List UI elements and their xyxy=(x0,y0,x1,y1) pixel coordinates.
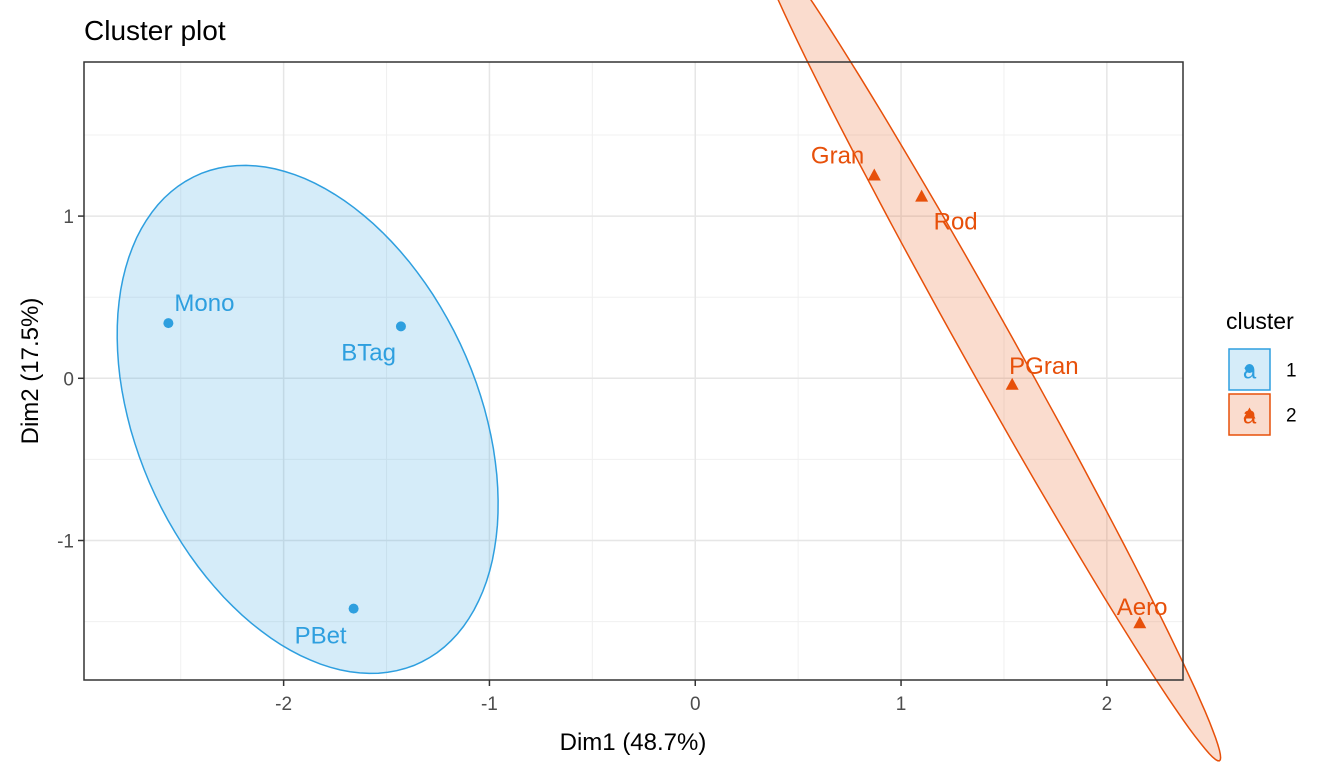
y-axis-ticks: -1 0 1 xyxy=(57,207,84,553)
legend-keys: a 1a 2 xyxy=(1228,348,1297,436)
chart-title: Cluster plot xyxy=(84,15,226,46)
legend-label: 2 xyxy=(1286,406,1297,427)
x-tick-label: -2 xyxy=(275,694,292,715)
point-label-btag: BTag xyxy=(341,339,396,366)
legend-swatch xyxy=(1228,348,1271,391)
legend-label: 1 xyxy=(1286,361,1297,382)
cluster-ellipses xyxy=(116,0,1222,762)
x-tick-label: -1 xyxy=(481,694,498,715)
x-axis-ticks: -2 -1 0 1 2 xyxy=(275,680,1112,715)
x-axis-title: Dim1 (48.7%) xyxy=(560,729,707,756)
legend-title: cluster xyxy=(1226,308,1294,334)
point-label-rod: Rod xyxy=(934,209,978,236)
point-label-mono: Mono xyxy=(174,290,234,317)
point-labels: Mono BTag PBet Gran Rod PGran Aero xyxy=(174,143,1167,650)
legend-triangle-glyph xyxy=(1243,407,1256,419)
point-label-aero: Aero xyxy=(1117,594,1168,621)
data-points xyxy=(163,168,1147,629)
data-point-gran xyxy=(867,168,881,181)
plot-panel-border xyxy=(83,61,1184,681)
x-tick-label: 0 xyxy=(690,694,701,715)
data-point-btag xyxy=(395,321,406,332)
grid-minor xyxy=(84,62,1183,680)
data-point-rod xyxy=(915,189,929,202)
data-point-pgran xyxy=(1005,377,1019,390)
x-tick-label: 2 xyxy=(1102,694,1113,715)
cluster-1-ellipse xyxy=(116,164,499,675)
legend-circle-glyph xyxy=(1245,364,1254,373)
y-axis-title: Dim2 (17.5%) xyxy=(17,298,44,445)
y-tick-label: -1 xyxy=(57,532,74,553)
legend-text-glyph: a xyxy=(1243,403,1257,430)
grid-major xyxy=(84,62,1183,680)
data-point-pbet xyxy=(348,603,359,614)
point-label-pbet: PBet xyxy=(295,623,347,650)
point-label-gran: Gran xyxy=(811,143,864,170)
data-point-mono xyxy=(163,318,174,329)
legend-text-glyph: a xyxy=(1243,358,1257,385)
y-tick-label: 1 xyxy=(63,207,74,228)
point-label-pgran: PGran xyxy=(1009,353,1078,380)
y-tick-label: 0 xyxy=(63,369,74,390)
x-tick-label: 1 xyxy=(896,694,907,715)
data-point-aero xyxy=(1133,616,1147,629)
cluster-2-ellipse xyxy=(777,0,1222,762)
legend: cluster a 1a 2 xyxy=(1226,308,1297,436)
